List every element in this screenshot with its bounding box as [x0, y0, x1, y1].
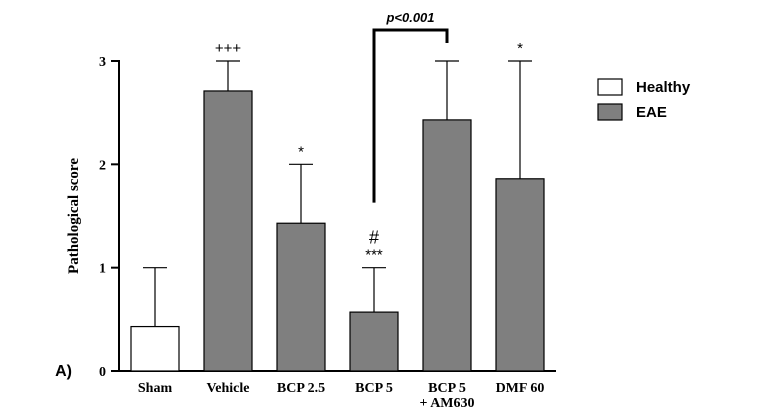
legend-label: EAE — [636, 104, 667, 121]
bar-annotation: *** — [365, 247, 383, 264]
y-ticks: 0 1 2 3 — [99, 55, 119, 380]
bar-annotation: +++ — [215, 40, 242, 57]
x-tick-label: BCP 5 — [355, 381, 393, 396]
bar-annotation: * — [517, 40, 523, 57]
x-tick-label: Sham — [138, 381, 173, 396]
bracket-line — [372, 28, 449, 203]
annotations: +++****#* — [215, 40, 523, 264]
y-tick-label: 0 — [99, 365, 106, 380]
x-tick-label: BCP 5 — [428, 381, 466, 396]
bar-4 — [422, 119, 472, 372]
bars — [130, 90, 545, 372]
bar-2 — [276, 222, 326, 372]
bar-annotation: * — [298, 143, 304, 160]
significance-bracket: p<0.001 — [372, 10, 449, 203]
legend-swatch — [597, 103, 623, 121]
bar-5 — [495, 178, 545, 372]
x-tick-label: DMF 60 — [496, 381, 545, 396]
bar-1 — [203, 90, 253, 372]
y-tick-label: 3 — [99, 55, 106, 70]
y-tick-label: 1 — [99, 262, 106, 277]
y-axis-label: Pathological score — [66, 158, 82, 274]
x-tick-label: + AM630 — [419, 396, 474, 411]
bar-annotation: # — [369, 228, 379, 248]
axes — [118, 60, 556, 372]
error-bars — [143, 60, 532, 327]
x-tick-label: Vehicle — [206, 381, 249, 396]
y-tick-label: 2 — [99, 158, 106, 173]
x-tick-label: BCP 2.5 — [277, 381, 325, 396]
bar-3 — [349, 311, 399, 372]
bracket-label: p<0.001 — [385, 10, 434, 25]
legend-label: Healthy — [636, 79, 691, 96]
bar-0 — [130, 325, 180, 372]
panel-label: A) — [55, 363, 72, 380]
legend-swatch — [597, 78, 623, 96]
legend: Healthy EAE — [597, 78, 691, 121]
